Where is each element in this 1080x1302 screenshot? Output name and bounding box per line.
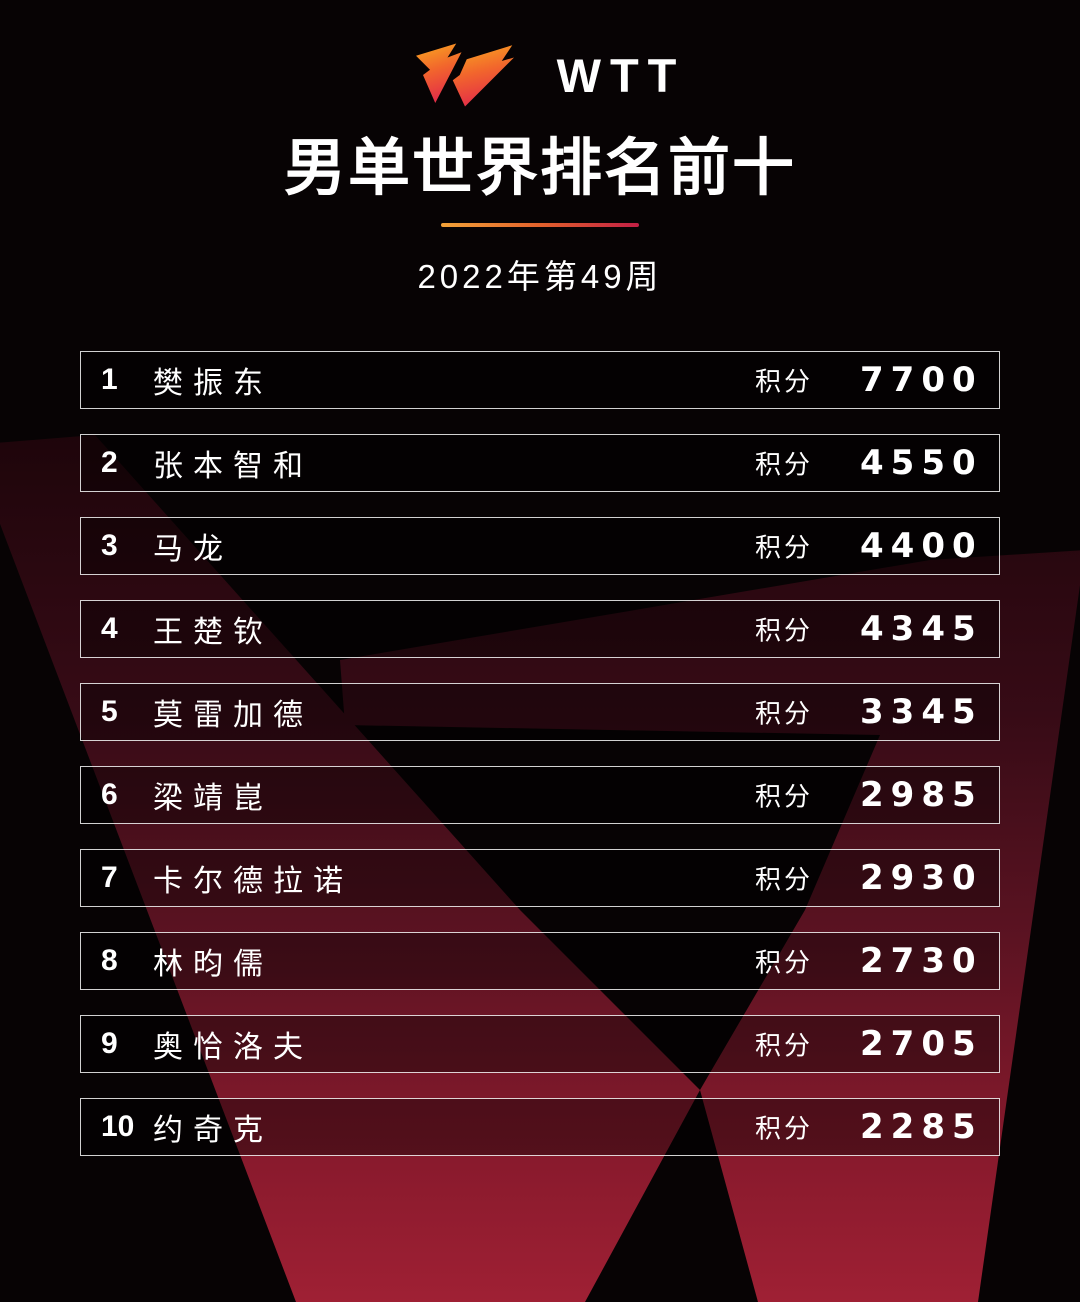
ranking-row: 9 奥恰洛夫 积分 2705 xyxy=(80,1015,1000,1074)
ranking-row: 1 樊振东 积分 7700 xyxy=(80,351,1000,410)
rank-number: 9 xyxy=(101,1027,118,1061)
score-value: 2705 xyxy=(860,1024,983,1065)
player-name: 樊振东 xyxy=(153,367,273,401)
wtt-logo: WTT xyxy=(0,40,1080,110)
score-value: 4400 xyxy=(860,526,983,567)
ranking-row: 4 王楚钦 积分 4345 xyxy=(80,600,1000,659)
score-value: 2730 xyxy=(860,941,983,982)
score-label: 积分 xyxy=(755,532,814,563)
score-value: 2985 xyxy=(860,775,983,816)
player-name: 林昀儒 xyxy=(153,948,273,982)
watermark-left-stroke xyxy=(0,435,700,1302)
player-name: 奥恰洛夫 xyxy=(153,1031,313,1065)
score-label: 积分 xyxy=(755,366,814,397)
player-name: 梁靖崑 xyxy=(153,782,273,816)
ranking-row: 2 张本智和 积分 4550 xyxy=(80,434,1000,493)
rank-number: 6 xyxy=(101,778,118,812)
score-label: 积分 xyxy=(755,1030,814,1061)
ranking-row: 6 梁靖崑 积分 2985 xyxy=(80,766,1000,825)
score-label: 积分 xyxy=(755,864,814,895)
score-value: 4345 xyxy=(860,609,983,650)
week-subtitle: 2022年第49周 xyxy=(417,258,663,296)
score-label: 积分 xyxy=(755,449,814,480)
player-name: 卡尔德拉诺 xyxy=(153,865,353,899)
score-label: 积分 xyxy=(755,615,814,646)
score-label: 积分 xyxy=(755,947,814,978)
player-name: 张本智和 xyxy=(153,450,313,484)
gradient-divider xyxy=(441,223,639,228)
player-name: 约奇克 xyxy=(153,1114,273,1148)
score-value: 4550 xyxy=(860,443,983,484)
score-label: 积分 xyxy=(755,698,814,729)
score-value: 7700 xyxy=(860,360,983,401)
player-name: 王楚钦 xyxy=(153,616,273,650)
rank-number: 2 xyxy=(101,446,118,480)
player-name: 马龙 xyxy=(153,533,233,567)
score-label: 积分 xyxy=(755,781,814,812)
rank-number: 1 xyxy=(101,363,118,397)
score-label: 积分 xyxy=(755,1113,814,1144)
wtt-logo-text: WTT xyxy=(556,48,686,102)
rank-number: 3 xyxy=(101,529,118,563)
player-name: 莫雷加德 xyxy=(153,699,313,733)
ranking-list: 1 樊振东 积分 7700 2 张本智和 积分 4550 3 马龙 积分 440… xyxy=(80,351,1000,1157)
rank-number: 5 xyxy=(101,695,118,729)
score-value: 2285 xyxy=(860,1107,983,1148)
rank-number: 8 xyxy=(101,944,118,978)
watermark-right-stroke xyxy=(340,550,1080,1302)
wtt-w-mark-icon xyxy=(415,43,514,107)
ranking-row: 8 林昀儒 积分 2730 xyxy=(80,932,1000,991)
ranking-row: 5 莫雷加德 积分 3345 xyxy=(80,683,1000,742)
rank-number: 10 xyxy=(101,1110,135,1144)
header: WTT 男单世界排名前十 2022年第49周 xyxy=(0,0,1080,298)
page-title: 男单世界排名前十 xyxy=(283,134,796,203)
score-value: 3345 xyxy=(860,692,983,733)
rank-number: 7 xyxy=(101,861,118,895)
rank-number: 4 xyxy=(101,612,118,646)
ranking-row: 10 约奇克 积分 2285 xyxy=(80,1098,1000,1157)
ranking-row: 3 马龙 积分 4400 xyxy=(80,517,1000,576)
ranking-row: 7 卡尔德拉诺 积分 2930 xyxy=(80,849,1000,908)
score-value: 2930 xyxy=(860,858,983,899)
